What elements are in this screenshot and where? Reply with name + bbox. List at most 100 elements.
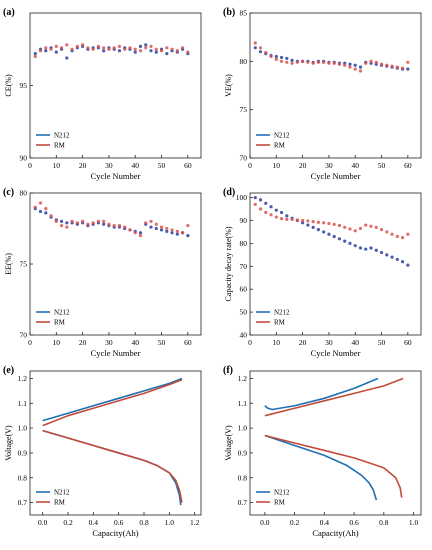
data-point-rm [253, 41, 257, 45]
data-point-rm [44, 46, 48, 50]
data-point-rm [112, 46, 116, 50]
y-tick-label: 95 [20, 81, 28, 90]
data-point-n212 [406, 67, 410, 71]
data-point-rm [406, 232, 410, 236]
data-point-rm [400, 66, 405, 70]
x-tick-label: 50 [378, 161, 386, 170]
data-point-rm [107, 47, 111, 51]
data-point-rm [38, 49, 43, 53]
x-tick-label: 0.2 [63, 518, 73, 527]
data-point-n212 [400, 260, 405, 264]
data-point-n212 [253, 46, 257, 50]
y-axis-label: VE(%) [224, 74, 233, 97]
x-tick-label: 30 [105, 161, 113, 170]
data-point-rm [290, 61, 294, 65]
legend-label-n212: N212 [54, 489, 70, 497]
data-point-n212 [279, 210, 284, 215]
legend-label-n212: N212 [54, 132, 70, 140]
data-point-rm [269, 213, 273, 217]
data-point-n212 [279, 55, 284, 60]
data-point-rm [59, 224, 64, 228]
x-tick-label: 20 [299, 338, 307, 347]
data-point-rm [327, 61, 331, 65]
panel-label: (b) [223, 7, 235, 18]
data-point-rm [343, 63, 347, 67]
x-tick-label: 0.6 [349, 518, 359, 527]
data-point-rm [395, 234, 399, 239]
data-point-rm [123, 225, 127, 229]
data-point-rm [364, 223, 368, 227]
data-point-rm [149, 219, 153, 223]
data-point-rm [133, 47, 137, 51]
panel-f: (f) 0.0 0.2 0.4 0.6 0.8 1.0 0.7 0.8 0.9 1.0 1.1 1.2 C… [223, 365, 422, 538]
data-point-n212 [65, 56, 69, 60]
y-tick-label: 0.7 [18, 498, 28, 507]
x-tick-label: 20 [299, 161, 307, 170]
legend-label-n212: N212 [54, 309, 70, 317]
x-tick-label: 0.8 [379, 518, 389, 527]
data-point-n212 [395, 257, 399, 262]
data-point-n212 [149, 225, 153, 229]
x-tick-label: 0 [28, 338, 32, 347]
x-tick-label: 40 [131, 161, 139, 170]
data-point-rm [295, 60, 299, 64]
x-tick-label: 20 [79, 161, 87, 170]
data-point-rm [369, 224, 373, 228]
x-tick-label: 50 [378, 338, 386, 347]
data-point-rm [322, 60, 326, 64]
data-point-rm [154, 47, 158, 51]
data-point-n212 [369, 246, 373, 250]
data-point-rm [301, 218, 305, 223]
legend-label-rm: RM [274, 319, 286, 327]
data-point-rm [102, 46, 106, 50]
x-tick-label: 1.2 [190, 518, 200, 527]
data-point-rm [159, 225, 164, 229]
data-point-n212 [165, 229, 169, 233]
data-point-rm [91, 221, 95, 225]
x-tick-label: 10 [273, 338, 281, 347]
data-point-rm [117, 224, 122, 228]
y-tick-label: 0.8 [18, 473, 28, 482]
data-point-rm [33, 54, 37, 59]
data-point-rm [337, 223, 342, 228]
x-tick-label: 0.8 [139, 518, 149, 527]
data-point-rm [186, 224, 190, 228]
data-point-rm [54, 219, 58, 223]
x-tick-label: 30 [325, 161, 333, 170]
data-point-n212 [175, 232, 179, 236]
x-tick-label: 40 [131, 338, 139, 347]
y-axis-label: EE(%) [4, 253, 13, 275]
data-point-rm [337, 62, 342, 66]
y-tick-label: 0.8 [238, 473, 248, 482]
plot-frame [249, 370, 422, 516]
data-point-rm [65, 225, 69, 229]
data-point-rm [96, 44, 100, 48]
panel-e: (e) 0.0 0.2 0.4 0.6 0.8 1.0 1.2 0.7 0.8 0.9 1.0 1.1 1… [3, 365, 202, 538]
data-point-rm [390, 64, 394, 68]
legend-label-n212: N212 [274, 489, 290, 497]
data-point-rm [65, 43, 69, 47]
data-point-rm [149, 44, 153, 48]
data-point-rm [49, 214, 53, 218]
data-point-rm [75, 44, 79, 48]
y-axis-label: Voltage(V) [4, 425, 13, 461]
data-point-rm [107, 222, 111, 226]
data-point-rm [295, 218, 299, 222]
x-axis-label: Capacity(Ah) [92, 528, 138, 538]
data-point-rm [279, 59, 284, 63]
x-tick-label: 0.6 [114, 518, 124, 527]
data-point-rm [374, 60, 378, 64]
data-point-n212 [65, 221, 69, 225]
data-point-n212 [170, 231, 174, 235]
y-axis-label: CE(%) [4, 74, 13, 97]
y-tick-label: 1.1 [238, 399, 248, 408]
data-point-rm [258, 207, 263, 211]
data-point-rm [75, 221, 79, 225]
y-axis-label: Voltage(V) [224, 425, 233, 461]
data-point-rm [253, 202, 257, 207]
data-point-rm [406, 60, 410, 64]
data-point-rm [186, 50, 190, 54]
data-point-n212 [353, 63, 357, 67]
data-point-rm [385, 230, 389, 234]
